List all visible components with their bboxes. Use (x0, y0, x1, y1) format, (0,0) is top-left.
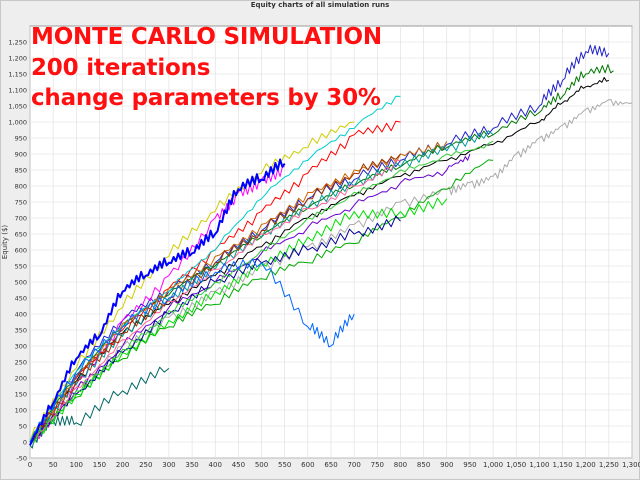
x-tick-label: 1,000 (483, 461, 503, 469)
y-tick-label: 850 (15, 167, 27, 175)
equity-series-line (29, 121, 355, 443)
x-tick-label: 200 (116, 461, 129, 469)
y-tick-label: 550 (15, 263, 27, 271)
y-tick-label: 700 (15, 215, 27, 223)
x-tick-label: 1,150 (553, 461, 573, 469)
x-tick-label: 500 (255, 461, 268, 469)
overlay-iterations: 200 iterations (31, 55, 211, 81)
y-tick-label: 650 (15, 231, 27, 239)
y-tick-label: 1,250 (8, 39, 27, 47)
x-tick-label: 250 (139, 461, 152, 469)
x-tick-label: 1,250 (599, 461, 619, 469)
x-tick-label: 1,100 (529, 461, 549, 469)
x-tick-label: 350 (185, 461, 198, 469)
x-tick-label: 1,050 (506, 461, 526, 469)
y-tick-label: 750 (15, 199, 27, 207)
y-tick-label: -50 (16, 455, 27, 463)
y-tick-label: 150 (15, 391, 27, 399)
y-tick-label: 1,150 (8, 71, 27, 79)
equity-series-line (29, 44, 610, 443)
equity-series-line (29, 95, 401, 443)
overlay-parameters: change parameters by 30% (31, 85, 381, 111)
y-tick-label: 950 (15, 135, 27, 143)
x-tick-label: 800 (394, 461, 407, 469)
y-tick-label: 450 (15, 295, 27, 303)
equity-series-line (29, 158, 286, 446)
y-tick-label: 300 (15, 343, 27, 351)
equity-series-line (29, 197, 448, 443)
equity-series-line (29, 153, 471, 443)
x-tick-label: 300 (162, 461, 175, 469)
equity-series-line (29, 99, 633, 443)
y-tick-label: 600 (15, 247, 27, 255)
x-tick-label: 400 (209, 461, 222, 469)
equity-series-line (29, 153, 401, 443)
y-tick-label: 1,100 (8, 87, 27, 95)
chart-title: Equity charts of all simulation runs (250, 1, 390, 9)
y-tick-label: 250 (15, 359, 27, 367)
equity-series-line (29, 140, 494, 443)
x-tick-label: 100 (70, 461, 83, 469)
y-axis-label: Equity ($) (1, 225, 9, 260)
x-tick-label: 850 (417, 461, 430, 469)
overlay-title: MONTE CARLO SIMULATION (31, 24, 382, 50)
x-tick-label: 600 (301, 461, 314, 469)
equity-series-line (29, 258, 355, 443)
y-tick-label: 100 (15, 407, 27, 415)
x-tick-label: 1,200 (576, 461, 596, 469)
y-tick-label: 400 (15, 311, 27, 319)
y-tick-label: 350 (15, 327, 27, 335)
x-tick-label: 650 (324, 461, 337, 469)
y-tick-label: 900 (15, 151, 27, 159)
y-tick-label: 0 (23, 439, 27, 447)
x-tick-label: 50 (49, 461, 58, 469)
y-tick-label: 500 (15, 279, 27, 287)
y-tick-label: 1,200 (8, 55, 27, 63)
x-tick-label: 1,300 (622, 461, 640, 469)
x-tick-label: 950 (463, 461, 476, 469)
x-tick-label: 450 (232, 461, 245, 469)
x-tick-label: 700 (347, 461, 360, 469)
y-tick-label: 200 (15, 375, 27, 383)
y-tick-label: 800 (15, 183, 27, 191)
equity-series-line (29, 159, 401, 443)
x-tick-label: 900 (440, 461, 453, 469)
y-tick-label: 50 (19, 423, 27, 431)
y-tick-label: 1,000 (8, 119, 27, 127)
x-tick-label: 750 (371, 461, 384, 469)
equity-series-line (29, 130, 494, 443)
x-tick-label: 0 (28, 461, 32, 469)
x-tick-label: 150 (93, 461, 106, 469)
x-tick-label: 550 (278, 461, 291, 469)
y-tick-label: 1,050 (8, 103, 27, 111)
